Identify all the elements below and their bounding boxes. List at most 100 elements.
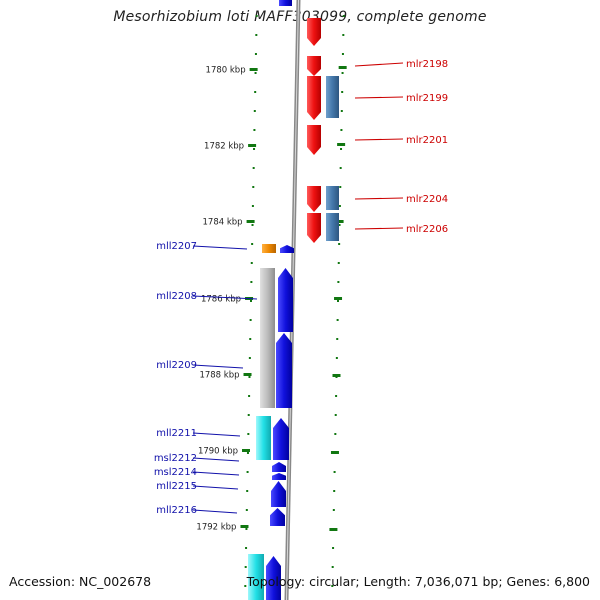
outer-track-dot [331, 566, 334, 568]
reverse-gene-leader [192, 509, 238, 514]
scale-tick [248, 144, 257, 147]
inner-track-dot [248, 376, 251, 378]
inner-track-dot [246, 471, 249, 473]
inner-track-dot [249, 319, 252, 321]
inner-track-dot [245, 547, 248, 549]
scale-tick [240, 525, 249, 528]
inner-track-dot [252, 167, 255, 169]
inner-track-dot [255, 34, 258, 36]
reverse-gene-leader [192, 457, 240, 462]
accession-label: Accession: NC_002678 [9, 574, 152, 589]
forward-gene-label: mlr2204 [406, 194, 448, 205]
outer-track-dot [341, 91, 344, 93]
outer-track-dot [341, 53, 344, 55]
scale-label: 1784 kbp [203, 218, 243, 228]
forward-cds-arrow [307, 76, 321, 120]
reverse-cog-box [248, 554, 264, 600]
reverse-gene-leader [192, 295, 258, 300]
reverse-gene-leader [192, 364, 244, 369]
reverse-cog-box [256, 416, 271, 460]
outer-track-dot [335, 395, 338, 397]
outer-major-tick [335, 220, 344, 223]
reverse-cds-arrow [272, 473, 286, 480]
inner-track-dot [244, 566, 247, 568]
scale-tick [243, 373, 252, 376]
outer-track-dot [336, 338, 339, 340]
inner-track-dot [250, 300, 252, 302]
outer-track-dot [340, 110, 343, 112]
scale-label: 1780 kbp [206, 66, 246, 76]
forward-gene-label: mlr2199 [406, 93, 448, 104]
inner-track-dot [246, 490, 249, 492]
forward-cog-box [326, 186, 339, 210]
forward-cog-box [326, 213, 339, 241]
reverse-gene-label: mll2209 [156, 360, 197, 371]
inner-track-dot [246, 452, 249, 454]
outer-track-dot [335, 357, 338, 359]
outer-major-tick [337, 143, 346, 146]
scale-tick [242, 449, 250, 452]
inner-track-dot [250, 262, 253, 264]
reverse-gene-label: msl2214 [154, 467, 197, 478]
outer-track-dot [333, 471, 336, 473]
inner-track-dot [244, 585, 247, 587]
reverse-gene-leader [192, 485, 239, 490]
forward-gene-label: mlr2201 [406, 135, 448, 146]
forward-cds-arrow [307, 18, 321, 46]
outer-track-dot [336, 319, 339, 321]
reverse-cds-arrow [270, 508, 285, 526]
reverse-cog-box [260, 268, 275, 408]
outer-track-dot [333, 490, 336, 492]
outer-track-dot [339, 186, 342, 188]
inner-track-dot [253, 148, 256, 150]
forward-gene-leader [354, 138, 404, 141]
outer-track-dot [334, 414, 337, 416]
genome-summary: Topology: circular; Length: 7,036,071 bp… [246, 574, 590, 589]
outer-track-dot [342, 15, 345, 17]
inner-track-dot [253, 129, 256, 131]
outer-track-dot [337, 281, 340, 283]
inner-track-dot [254, 91, 257, 93]
reverse-cds-arrow [266, 556, 281, 600]
forward-cds-arrow [307, 56, 321, 76]
outer-track-dot [341, 72, 344, 74]
outer-major-tick [334, 297, 343, 300]
outer-track-dot [334, 433, 337, 435]
forward-cog-box [326, 76, 339, 118]
inner-track-dot [251, 205, 254, 207]
reverse-cds-arrow [276, 333, 292, 408]
scale-label: 1782 kbp [204, 142, 244, 152]
inner-track-dot [248, 395, 251, 397]
reverse-gene-label: mll2216 [156, 505, 197, 516]
inner-track-dot [254, 72, 257, 74]
reverse-gene-leader [192, 432, 241, 437]
inner-track-dot [247, 414, 250, 416]
reverse-gene-label: mll2211 [156, 428, 197, 439]
outer-track-dot [342, 34, 345, 36]
inner-track-dot [247, 433, 250, 435]
reverse-gene-label: mll2207 [156, 241, 197, 252]
inner-track-dot [248, 357, 251, 359]
forward-cds-arrow [307, 125, 321, 155]
inner-track-dot [255, 15, 258, 17]
outer-major-tick [330, 451, 339, 454]
reverse-cds-arrow [271, 481, 286, 507]
scale-label: 1790 kbp [198, 447, 238, 457]
outer-track-dot [340, 129, 343, 131]
reverse-gene-label: mll2208 [156, 291, 197, 302]
outer-track-dot [332, 509, 335, 511]
forward-gene-leader [354, 197, 404, 200]
forward-cds-arrow [307, 213, 321, 243]
scale-label: 1786 kbp [201, 295, 241, 305]
reverse-gene-label: msl2212 [154, 453, 197, 464]
outer-track-dot [340, 148, 343, 150]
inner-track-dot [251, 243, 254, 245]
forward-cds-arrow [307, 186, 321, 212]
outer-track-dot [338, 205, 341, 207]
outer-major-tick [332, 374, 341, 377]
outer-major-tick [338, 66, 347, 69]
outer-track-dot [338, 224, 341, 226]
outer-track-dot [337, 262, 340, 264]
scale-label: 1792 kbp [196, 523, 236, 533]
